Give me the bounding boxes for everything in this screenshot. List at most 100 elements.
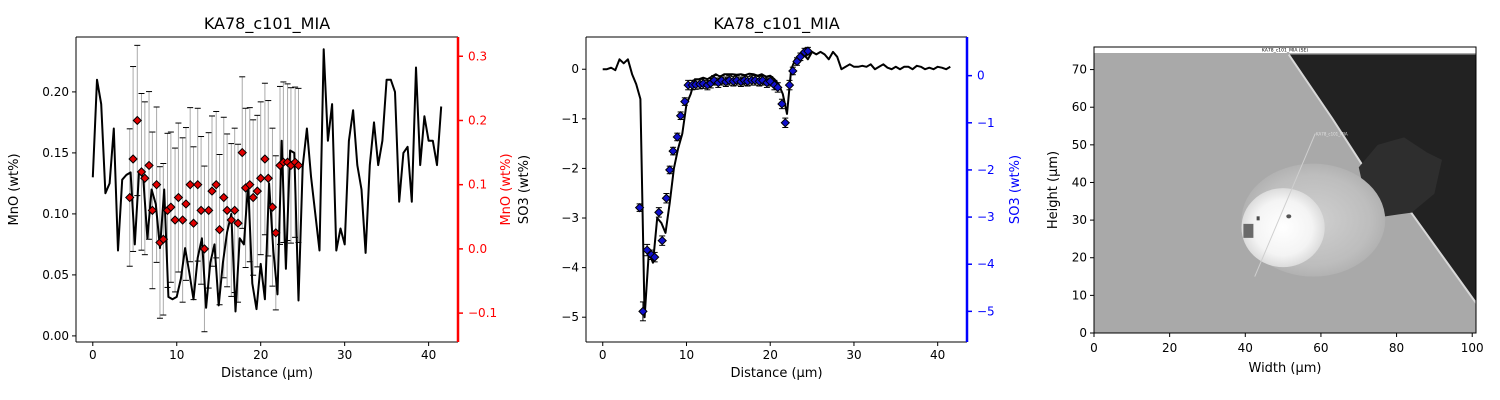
data-marker [140,173,150,183]
data-marker [229,205,240,216]
y-left-tick-label: 0.10 [42,207,69,221]
x-tick-label: 40 [930,348,945,362]
y-right-tick-label: −4 [977,257,995,271]
y-left-tick-label: 0.00 [42,329,69,343]
data-marker [147,205,158,216]
data-marker [185,179,195,190]
data-marker [661,193,672,203]
y-left-tick-label: 0 [571,62,579,76]
data-marker [219,192,229,203]
data-marker [293,160,304,171]
inclusion-spot [1286,214,1292,219]
data-marker [634,202,645,213]
data-marker [170,215,180,225]
traverse-line [1254,133,1316,277]
y-left-axis-label: MnO (wt%) [7,153,22,225]
y-left-tick-label: −3 [561,211,579,225]
y-tick-label: 40 [1072,175,1087,189]
data-marker [196,205,206,216]
x-tick-label: 10 [169,348,184,362]
data-marker [193,179,203,190]
y-right-axis-label: MnO (wt%) [499,153,514,225]
chart-title: KA78_c101_MIA [713,14,839,34]
data-marker [132,115,142,126]
y-tick-label: 60 [1072,100,1087,114]
data-marker [665,165,675,175]
x-tick-label: 100 [1461,341,1484,355]
data-marker [649,252,660,262]
y-right-tick-label: −2 [977,163,995,177]
data-marker [136,167,147,177]
y-right-tick-label: 0.3 [468,49,487,63]
axes-frame [1093,46,1477,334]
y-right-tick-label: 0.0 [468,242,487,256]
traverse-label: KA78_c101_MIA [1316,131,1348,136]
x-tick-label: 40 [1238,341,1253,355]
y-left-tick-label: −1 [561,112,579,126]
data-marker [158,234,169,244]
y-right-tick-label: 0.2 [468,113,487,127]
y-left-tick-label: 0.05 [42,268,69,282]
sem-image-panel: KA78_c101_MIA KA78_c101_MIA (SE) 0 20 40 60 80… [1046,46,1484,376]
data-marker [263,173,273,183]
y-tick-label: 70 [1072,63,1087,77]
data-marker [226,215,237,225]
data-marker [680,96,690,107]
x-tick-label: 80 [1389,341,1404,355]
x-tick-label: 0 [599,348,607,362]
y-right-axis-label: SO3 (wt%) [1008,155,1023,224]
data-marker [788,66,798,76]
data-marker [151,179,162,190]
data-marker [638,306,648,317]
data-marker [260,154,270,164]
data-marker [248,192,258,203]
data-marker [780,118,790,128]
data-marker [214,224,225,235]
y-right-tick-label: −5 [977,304,995,318]
data-marker [199,244,210,254]
y-tick-label: 0 [1079,326,1087,340]
data-marker [211,179,221,190]
data-marker [237,147,247,158]
x-tick-label: 0 [89,348,97,362]
data-marker [181,199,191,209]
y-tick-label: 20 [1072,251,1087,265]
x-tick-label: 30 [846,348,861,362]
inclusion-spot [1256,216,1260,221]
data-marker [173,192,184,203]
x-axis-label: Distance (µm) [221,366,313,381]
y-left-tick-label: 0.15 [42,146,69,160]
y-right-tick-label: −0.1 [468,306,497,320]
data-marker [777,99,787,109]
x-tick-label: 10 [679,348,694,362]
data-marker [252,186,263,196]
inclusion-spot [1243,223,1254,238]
x-tick-label: 30 [337,348,352,362]
caption-bar [1094,47,1476,53]
data-marker [125,192,135,203]
x-tick-label: 20 [763,348,778,362]
data-marker [672,132,682,142]
dark-patch [1358,137,1442,217]
data-marker [803,46,813,56]
y-left-axis-label: SO3 (wt%) [517,155,532,224]
data-marker [144,160,154,171]
y-left-tick-label: −2 [561,161,579,175]
y-tick-label: 50 [1072,138,1087,152]
data-marker [128,154,138,164]
data-marker [166,202,176,212]
data-marker [207,186,217,196]
data-marker [271,228,281,238]
x-tick-label: 20 [1162,341,1177,355]
y-tick-label: 30 [1072,213,1087,227]
x-axis-label: Width (µm) [1249,361,1322,376]
data-marker [675,111,686,121]
y-left-tick-label: −4 [561,261,579,275]
x-tick-label: 40 [421,348,436,362]
data-marker [654,207,664,218]
data-marker [668,146,678,156]
data-marker [773,82,783,93]
y-tick-label: 10 [1072,288,1087,302]
y-right-tick-label: 0 [977,69,985,83]
